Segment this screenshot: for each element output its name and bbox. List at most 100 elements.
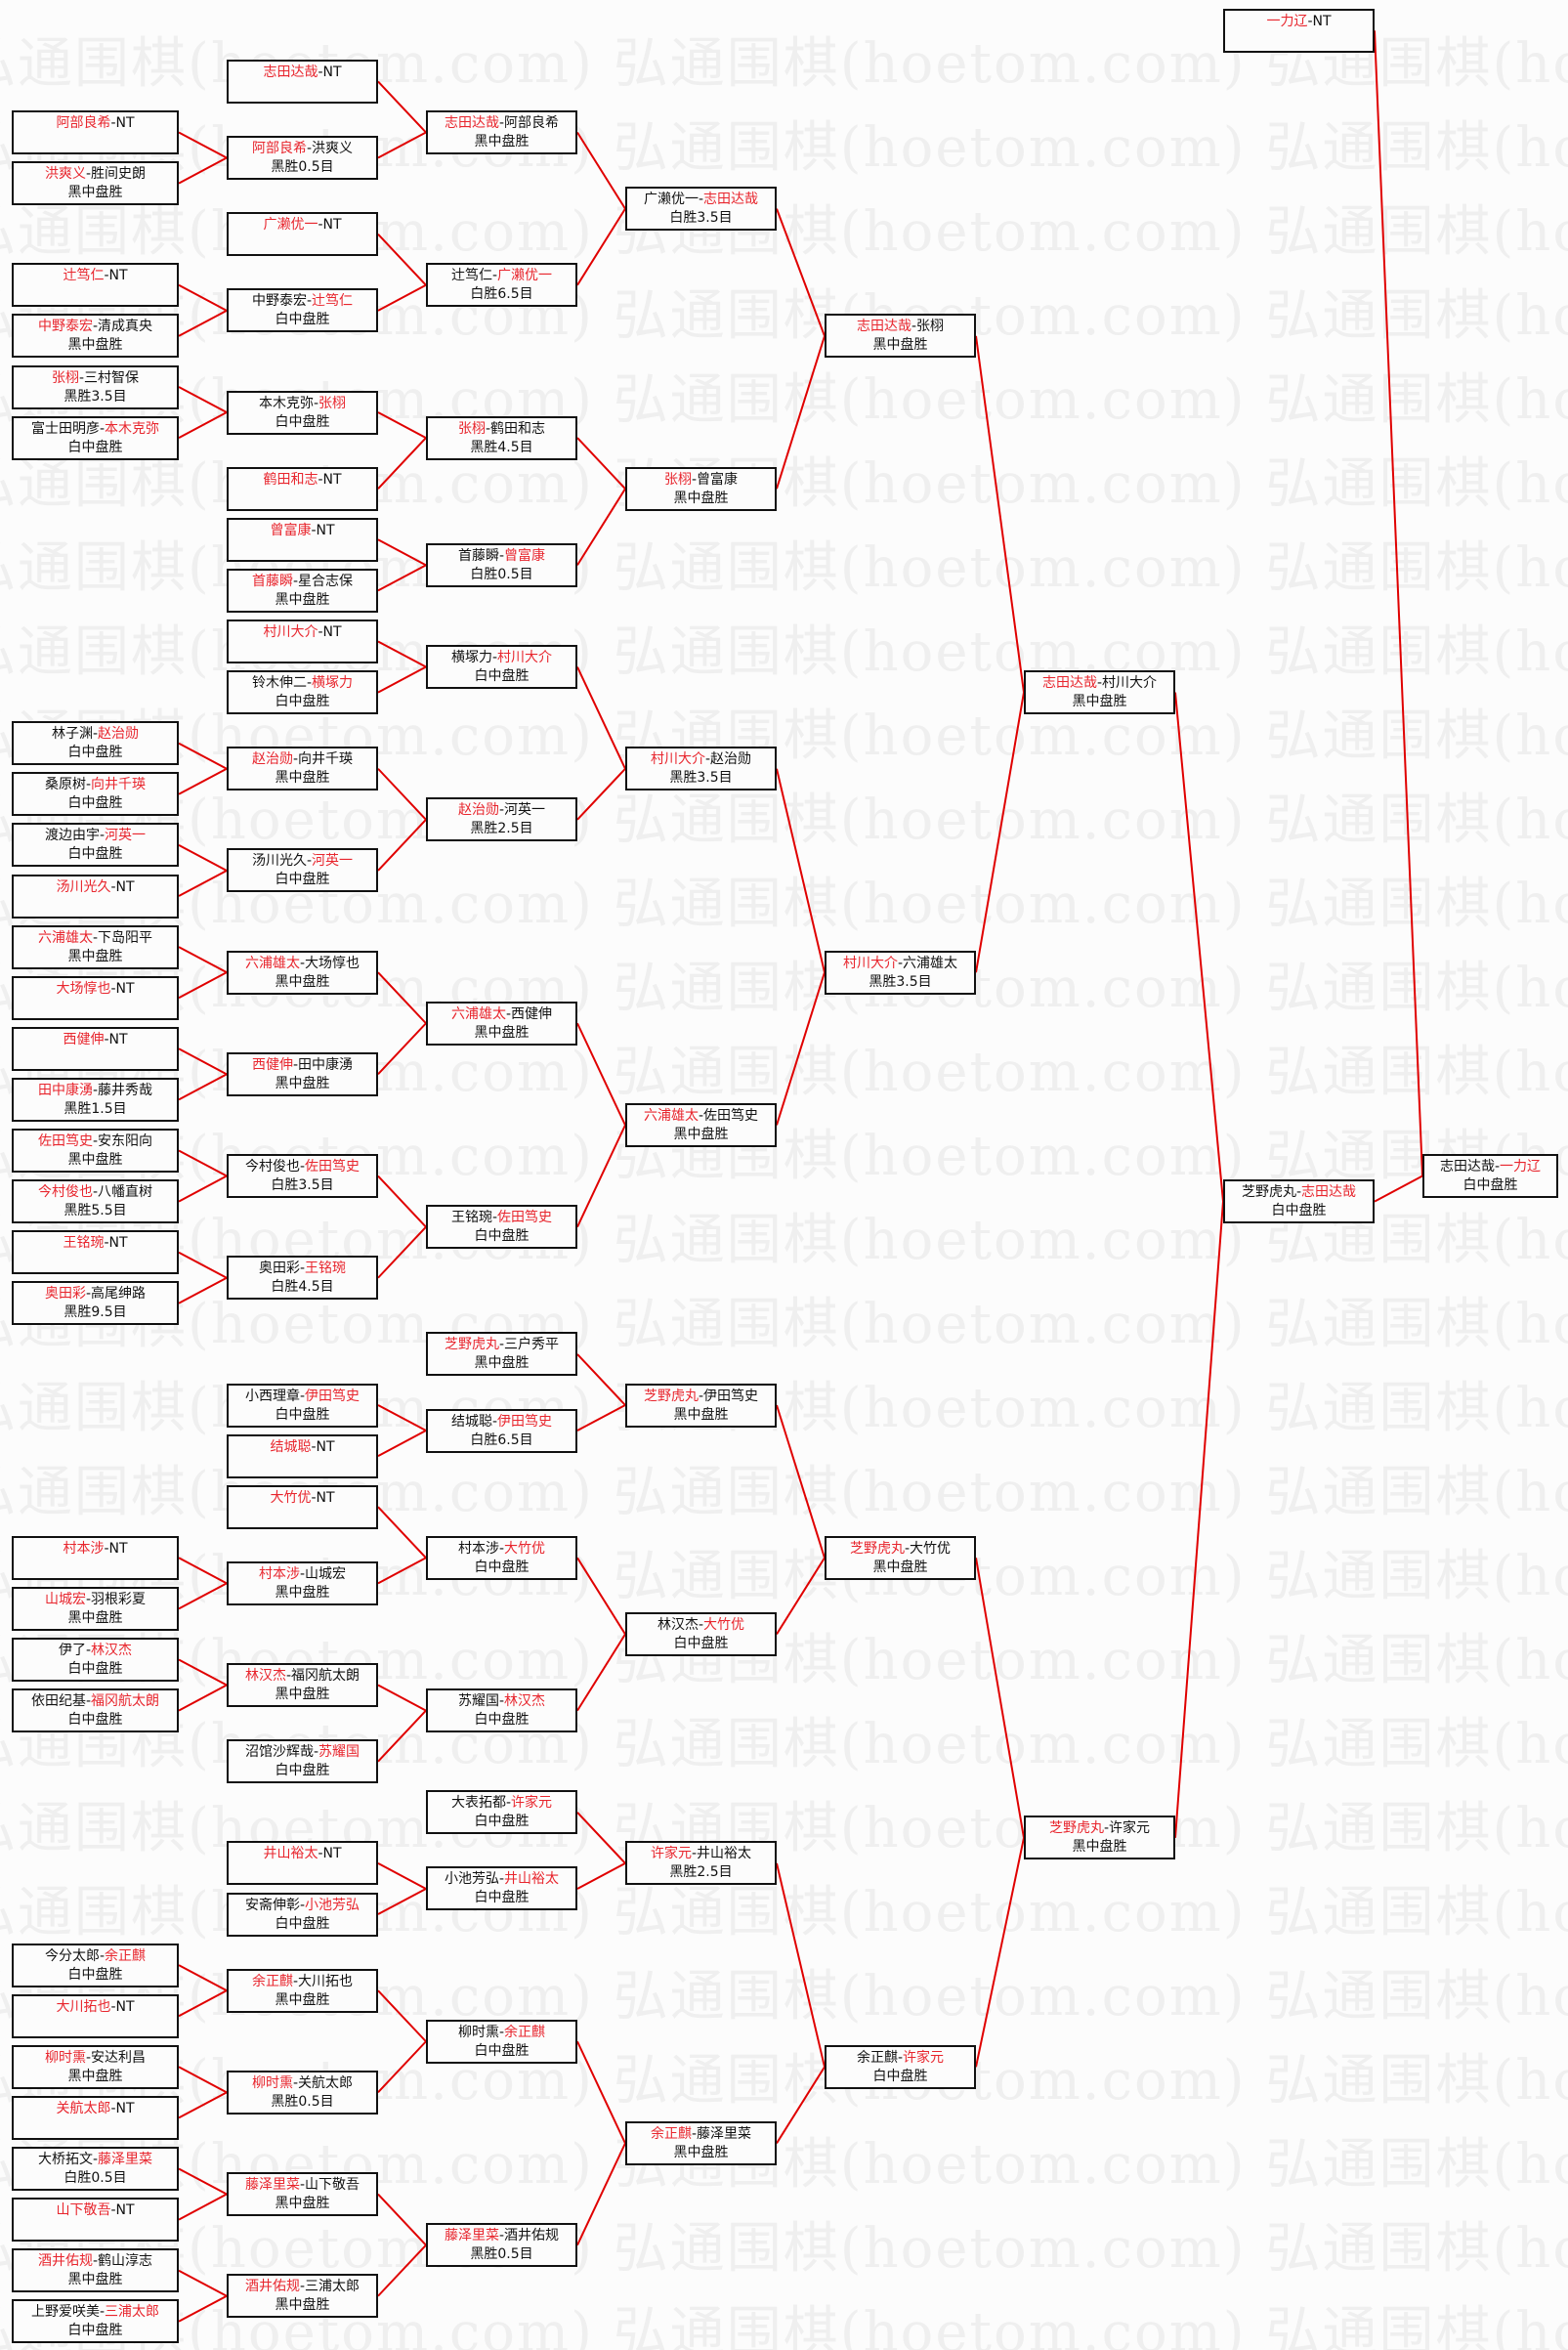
bracket-connector-line [377, 1709, 427, 1763]
match-result: 白胜0.5目 [470, 566, 533, 582]
separator: - [85, 1693, 92, 1710]
separator: - [306, 853, 313, 870]
player-1: 今村俊也 [244, 1159, 300, 1175]
player-2: 河英一 [312, 853, 354, 870]
match-box: 张栩-鹤田和志 黑胜4.5目 [426, 415, 577, 460]
match-result: 白中盘胜 [474, 2042, 530, 2059]
bracket-connector-line [178, 1684, 228, 1712]
match-result: 白中盘胜 [67, 846, 123, 863]
match-players: 酒井佑规-鹤山淳志 [38, 2253, 152, 2269]
player-2: 三浦太郎 [105, 2304, 160, 2321]
match-result: 白中盘胜 [275, 694, 330, 710]
separator: - [299, 1388, 306, 1404]
match-box: 村本涉-大竹优 白中盘胜 [426, 1535, 577, 1580]
match-box: 佐田笃史-安东阳向 黑中盘胜 [12, 1129, 179, 1173]
match-box: 伊了-林汉杰 白中盘胜 [12, 1638, 179, 1682]
match-box: 今村俊也-佐田笃史 白胜3.5目 [227, 1154, 378, 1199]
player-1: 芝野虎丸 [1048, 1820, 1104, 1837]
match-result: 黑胜0.5目 [271, 2093, 334, 2110]
player-2: 本木克弥 [105, 420, 160, 437]
match-box: 芝野虎丸-伊田笃史 黑中盘胜 [625, 1383, 777, 1428]
player-2: 王铭琬 [305, 1260, 347, 1277]
player-1: 中野泰宏 [37, 319, 93, 335]
match-box: 大表拓都-许家元 白中盘胜 [426, 1790, 577, 1835]
match-players: 林子渊-赵治勋 [52, 726, 139, 742]
separator: - [299, 1260, 306, 1277]
match-players: 西健伸-田中康湧 [252, 1057, 353, 1073]
player-2: NT [322, 1846, 342, 1862]
player-2: 向井千瑛 [91, 777, 147, 793]
bracket-connector-line [377, 2243, 427, 2297]
player-2: 志田达哉 [1301, 1184, 1357, 1201]
match-result: 黑中盘胜 [275, 973, 330, 990]
match-result: 黑中盘胜 [474, 1024, 530, 1041]
bracket-connector-line [178, 1964, 228, 1992]
player-1: 山下敬吾 [56, 2202, 111, 2219]
match-box: 广濑优一-志田达哉 白胜3.5目 [625, 187, 777, 232]
player-2: 井山裕太 [697, 1846, 752, 1862]
player-2: 福冈航太朗 [91, 1693, 160, 1710]
player-1: 志田达哉 [263, 64, 318, 80]
match-box: 大场惇也-NT [12, 975, 179, 1020]
player-1: 大桥拓文 [37, 2152, 93, 2167]
match-result: 白中盘胜 [474, 668, 530, 685]
match-players: 芝野虎丸-志田达哉 [1242, 1184, 1356, 1200]
bracket-connector-line [776, 971, 826, 1126]
match-result: 白中盘胜 [67, 439, 123, 455]
bracket-connector-line [178, 2294, 228, 2323]
player-1: 大竹优 [270, 1489, 312, 1506]
separator: - [92, 929, 99, 946]
match-result: 黑胜1.5目 [64, 1100, 127, 1117]
match-players: 广濑优一-NT [263, 217, 341, 233]
separator: - [99, 2304, 106, 2321]
player-2: 酒井佑规 [504, 2228, 560, 2244]
bracket-connector-line [776, 1404, 826, 1559]
player-1: 张栩 [51, 369, 79, 386]
player-1: 井山裕太 [263, 1846, 318, 1862]
separator: - [691, 471, 698, 488]
match-result: 黑中盘胜 [67, 337, 123, 354]
match-result: 黑胜9.5目 [64, 1304, 127, 1321]
separator: - [110, 2100, 116, 2116]
match-players: 西健伸-NT [63, 1032, 127, 1047]
match-result: 白胜3.5目 [669, 210, 733, 227]
player-1: 大表拓都 [450, 1795, 506, 1812]
match-box: 六浦雄太-佐田笃史 黑中盘胜 [625, 1102, 777, 1147]
match-box: 酒井佑规-鹤山淳志 黑中盘胜 [12, 2248, 179, 2293]
player-2: 村川大介 [1102, 675, 1158, 692]
player-1: 桑原树 [44, 777, 86, 793]
match-box: 中野泰宏-清成真央 黑中盘胜 [12, 314, 179, 359]
separator: - [498, 2024, 505, 2040]
bracket-connector-line [178, 131, 228, 159]
match-result: 黑中盘胜 [275, 1687, 330, 1703]
player-1: 王铭琬 [63, 1235, 105, 1252]
bracket-connector-line [178, 411, 228, 439]
player-1: 余正麒 [856, 2049, 898, 2066]
bracket-connector-line [576, 2040, 626, 2144]
match-players: 村川大介-六浦雄太 [843, 956, 957, 971]
match-result: 白胜3.5目 [271, 1177, 334, 1194]
bracket-connector-line [576, 131, 626, 210]
player-1: 横塚力 [450, 650, 492, 666]
player-1: 芝野虎丸 [643, 1388, 699, 1404]
separator: - [99, 420, 106, 437]
match-box: 广濑优一-NT [227, 212, 378, 257]
match-result: 白中盘胜 [275, 413, 330, 430]
separator: - [491, 1413, 498, 1430]
separator: - [897, 2049, 904, 2066]
match-players: 辻笃仁-广濑优一 [451, 268, 552, 283]
separator: - [85, 1591, 92, 1607]
match-box: 首藤瞬-星合志保 黑中盘胜 [227, 568, 378, 613]
player-1: 柳时熏 [251, 2074, 293, 2091]
player-2: NT [115, 980, 135, 997]
separator: - [498, 1337, 505, 1353]
player-2: 林汉杰 [504, 1693, 546, 1710]
separator: - [92, 1082, 99, 1098]
player-2: 胜间史朗 [91, 166, 147, 183]
player-1: 广濑优一 [263, 217, 318, 234]
match-players: 林汉杰-福冈航太朗 [245, 1668, 360, 1684]
player-1: 林子渊 [51, 726, 93, 743]
player-1: 余正麒 [251, 1973, 293, 1989]
match-box: 本木克弥-张栩 白中盘胜 [227, 390, 378, 435]
match-players: 六浦雄太-下岛阳平 [38, 930, 152, 946]
